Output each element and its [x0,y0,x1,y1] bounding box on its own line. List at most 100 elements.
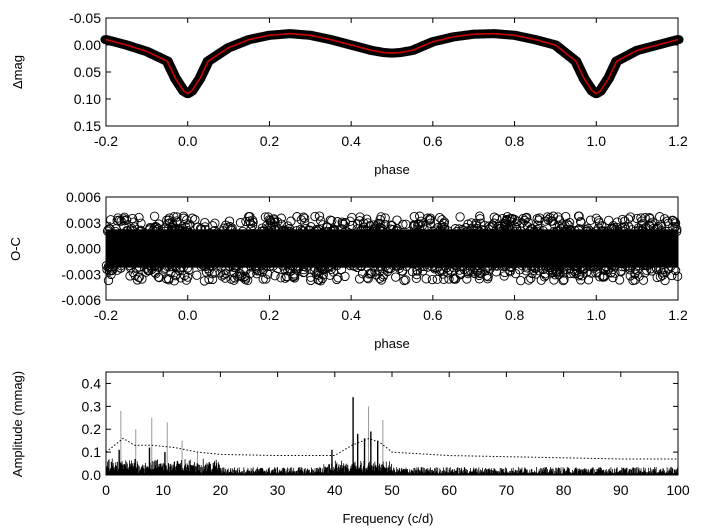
oc-point [655,212,665,222]
oc-point [187,213,197,223]
oc-point [200,217,210,228]
oc-point [265,220,275,231]
oc-point [660,275,670,286]
oc-point [169,276,179,286]
oc-point [199,276,210,286]
oc-point [604,264,614,274]
oc-point [521,213,531,223]
fs-xlabel: Frequency (c/d) [342,511,433,526]
oc-point [670,265,681,276]
oc-point [349,261,360,271]
oc-point [145,222,155,233]
oc-point [196,261,206,272]
oc-point [200,222,210,232]
oc-point [462,226,472,236]
oc-point [251,261,262,271]
oc-point [268,261,278,271]
oc-point [310,211,320,222]
oc-point [314,211,325,221]
oc-point [286,216,296,226]
oc-ytick-label: 0.006 [66,189,101,205]
oc-point [327,261,337,271]
lc-data-layer [100,29,684,99]
oc-point [578,263,588,274]
oc-point [141,267,151,277]
oc-point [261,221,272,231]
oc-point [160,263,170,273]
oc-point [652,272,662,283]
oc-xtick-label: -0.2 [94,307,118,323]
fs-ytick-label: 0.3 [82,398,102,414]
oc-point [583,275,594,285]
lc-xtick-label: 0.4 [341,133,361,149]
lc-ytick-label: 0.10 [74,91,101,107]
oc-ytick-label: -0.003 [61,266,101,282]
oc-point [235,218,246,228]
oc-point [102,264,112,275]
lc-ytick-label: -0.05 [69,10,101,26]
oc-point [177,226,187,236]
oc-point [151,269,161,279]
oc-point [339,219,349,230]
lc-ticks: -0.2 0.0 0.2 0.4 0.6 0.8 1.0 1.2 -0.05 0.00 0.05 0.… [69,10,688,149]
oc-point [585,226,595,236]
oc-point [412,269,422,280]
oc-point [364,269,374,279]
oc-point [159,264,170,274]
oc-point [657,270,668,280]
oc-point [547,216,558,226]
oc-point [285,264,296,274]
oc-point [112,265,122,275]
oc-point [606,267,617,277]
oc-point [181,222,191,232]
oc-point [192,270,202,280]
oc-point [258,264,269,275]
oc-point [227,223,237,233]
fs-xtick-label: 20 [213,482,229,498]
oc-point [254,266,264,276]
oc-point [414,260,424,271]
oc-xtick-label: 0.0 [178,307,198,323]
oc-point [435,212,445,223]
oc-point [576,275,586,285]
oc-point [258,274,268,284]
oc-point [502,212,513,222]
oc-point [370,224,380,235]
oc-point [424,214,435,225]
oc-point [539,272,550,282]
oc-point [363,274,373,284]
oc-point [457,225,467,235]
oc-point [322,222,332,232]
oc-ytick-label: 0.000 [66,241,101,257]
oc-ticks: -0.2 0.0 0.2 0.4 0.6 0.8 1.0 1.2 -0.006 -0.003 0.0… [61,189,688,323]
oc-point [577,271,587,281]
oc-point [466,218,477,228]
oc-point [259,225,270,235]
panel-residuals: -0.2 0.0 0.2 0.4 0.6 0.8 1.0 1.2 -0.006 -0.003 0.0… [8,189,688,351]
lc-ylabel: Δmag [10,55,25,89]
oc-point [365,268,376,278]
oc-point [161,274,172,284]
oc-point [554,226,565,236]
oc-point [315,262,325,272]
oc-point [646,219,657,229]
oc-point [449,273,459,283]
oc-point [134,262,145,272]
oc-point [375,261,385,272]
oc-point [243,275,253,285]
oc-point [417,261,427,271]
oc-point [413,220,423,230]
oc-point [288,261,298,271]
oc-point [345,216,355,226]
oc-point [413,219,424,229]
oc-point [298,261,309,272]
oc-point [510,268,521,279]
oc-point [612,226,622,236]
oc-point [430,262,440,273]
oc-point [565,264,575,274]
oc-point [494,223,505,234]
lc-data-points [100,29,684,99]
oc-point [562,219,572,229]
oc-point [522,212,532,223]
oc-point [174,225,184,235]
